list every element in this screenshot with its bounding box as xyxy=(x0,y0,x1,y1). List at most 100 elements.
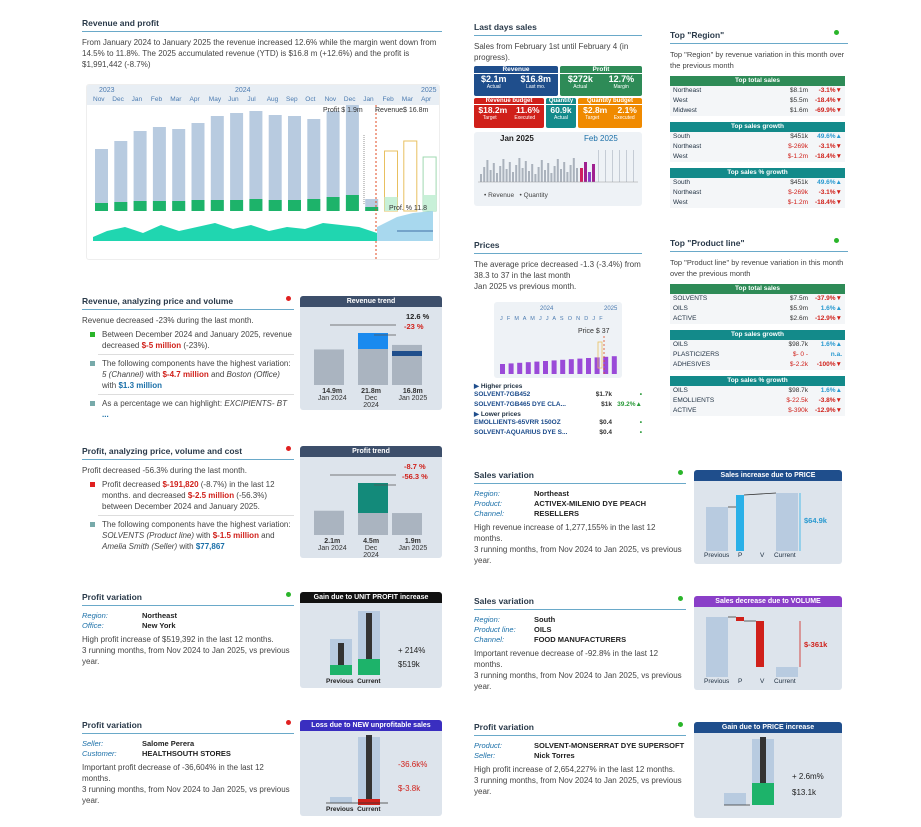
daily-bar xyxy=(515,165,518,182)
profit-trend-chart[interactable]: Profit trend -8.7 % -56.3 % 2.1m Jan 2024… xyxy=(300,446,442,558)
table-row[interactable]: South $451k 49.6%▲ xyxy=(670,178,845,188)
trend-bar xyxy=(314,349,344,385)
card-title: Prices xyxy=(474,240,642,254)
kpi-caption: Target xyxy=(482,115,497,121)
unit-profit-chart[interactable]: Gain due to UNIT PROFIT increase + 214% … xyxy=(300,592,442,688)
product-price: $0.4 xyxy=(599,419,612,426)
field-key: Seller: xyxy=(474,751,496,760)
table-row[interactable]: OILS $5.9m 1.6%▲ xyxy=(670,304,845,314)
daily-bar xyxy=(560,169,562,182)
profit-label: Profit $ 1.9m xyxy=(323,107,363,114)
row-name: OILS xyxy=(673,341,688,348)
trend-bar xyxy=(314,510,344,535)
field-key: Region: xyxy=(82,611,108,620)
product-pct: • xyxy=(639,419,642,426)
table-row[interactable]: PLASTICIZERS $- 0 - n.a. xyxy=(670,350,845,360)
table-row[interactable]: West $5.5m -18.4%▼ xyxy=(670,96,845,106)
table-row[interactable]: OILS $98.7k 1.6%▲ xyxy=(670,340,845,350)
card-title: Profit, analyzing price, volume and cost xyxy=(82,446,294,460)
table-row[interactable]: OILS $98.7k 1.6%▲ xyxy=(670,386,845,396)
product-name: SOLVENT-AQUARIUS DYE S... xyxy=(474,429,568,436)
table-row[interactable]: Northeast $8.1m -3.1%▼ xyxy=(670,86,845,96)
table-row[interactable]: ADHESIVES $-2.2k -100%▼ xyxy=(670,360,845,370)
table-row[interactable]: SOLVENTS $7.5m -37.9%▼ xyxy=(670,294,845,304)
kpi-value: $2.1m xyxy=(480,74,507,84)
sales-increase-price-chart[interactable]: Sales increase due to PRICE $64.9k Previ… xyxy=(694,470,842,564)
price-bar xyxy=(611,356,617,374)
kpi-revenue-budget[interactable]: Revenue budget $18.2m 11.6% Target Execute… xyxy=(474,98,544,128)
kpi-quantity-budget[interactable]: Quantity budget $2.8m 2.1% Target Executed xyxy=(578,98,642,128)
ranking-table: Top sales growth South $451k 49.6%▲ Northeas… xyxy=(670,122,845,162)
month-label: May xyxy=(208,96,222,103)
field-key: Channel: xyxy=(474,509,505,518)
table-row[interactable]: Northeast $-269k -3.1%▼ xyxy=(670,142,845,152)
variation-value: $13.1k xyxy=(792,788,817,797)
card-text: High revenue increase of 1,277,155% in t… xyxy=(474,523,656,543)
bar-label: Dec 2024 xyxy=(363,545,379,558)
price-row[interactable]: SOLVENT-7GB452 $1.7k • xyxy=(474,390,642,400)
table-row[interactable]: South $451k 49.6%▲ xyxy=(670,132,845,142)
new-unprofitable-chart[interactable]: Loss due to NEW unprofitable sales -36.6… xyxy=(300,720,442,816)
row-amount: $451k xyxy=(790,179,808,186)
row-name: West xyxy=(673,153,688,160)
row-pct: -18.4%▼ xyxy=(814,97,842,104)
panel-header: Sales decrease due to VOLUME xyxy=(694,596,842,607)
revenue-profit-chart[interactable]: 2023 2024 2025 Nov Dec Jan Feb Mar Apr May Jun J… xyxy=(86,84,440,260)
revenue-profit-card: Revenue and profit From January 2024 to … xyxy=(82,18,442,262)
status-dot xyxy=(834,238,839,243)
table-row[interactable]: EMOLLIENTS $-22.5k -3.8%▼ xyxy=(670,396,845,406)
price-increase-chart[interactable]: Gain due to PRICE increase + 2.6m% $13.1… xyxy=(694,722,842,818)
pct-value: + 2.6m% xyxy=(792,772,824,781)
row-pct: -18.4%▼ xyxy=(814,199,842,206)
product-name: EMOLLIENTS-65VRR 150OZ xyxy=(474,419,561,426)
kpi-revenue[interactable]: Revenue $2.1m $16.8m Actual Last mo. xyxy=(474,66,558,96)
status-dot xyxy=(286,592,291,597)
revenue-trend-chart[interactable]: Revenue trend -23 % 12.6 % 14.9m Jan 2024… xyxy=(300,296,442,410)
table-row[interactable]: Northeast $-269k -3.1%▼ xyxy=(670,188,845,198)
table-row[interactable]: ACTIVE $-390k -12.9%▼ xyxy=(670,406,845,416)
price-row[interactable]: EMOLLIENTS-65VRR 150OZ $0.4 • xyxy=(474,418,642,428)
sales-variation-price-card: Sales variation Region: Northeast Product… xyxy=(474,470,686,565)
table-row[interactable]: ACTIVE $2.6m -12.9%▼ xyxy=(670,314,845,324)
margin-area xyxy=(93,223,377,241)
price-row[interactable]: SOLVENT-7GB465 DYE CLA... $1k 39.2%▲ xyxy=(474,400,642,410)
more-link[interactable]: ... xyxy=(102,410,109,419)
daily-sales-chart[interactable]: Jan 2025 Feb 2025 • Revenue • Quantity xyxy=(474,132,642,206)
card-title: Sales variation xyxy=(474,470,686,484)
card-title: Top "Region" xyxy=(670,30,848,44)
revenue-bar xyxy=(268,115,282,211)
daily-bar xyxy=(588,172,591,182)
bar-value: 4.5m xyxy=(363,538,380,545)
price-bar xyxy=(500,364,505,374)
kpi-quantity[interactable]: Quantity 60.9k Actual xyxy=(546,98,576,128)
bar-value: 21.8m xyxy=(361,388,381,395)
budget-bar xyxy=(403,140,418,212)
table-row[interactable]: West $-1.2m -18.4%▼ xyxy=(670,152,845,162)
kpi-header: Profit xyxy=(560,66,642,74)
field-key: Product: xyxy=(474,741,502,750)
loss-svg xyxy=(326,735,388,805)
price-row[interactable]: SOLVENT-AQUARIUS DYE S... $0.4 • xyxy=(474,428,642,438)
kpi-caption: Actual xyxy=(486,84,501,90)
table-row[interactable]: West $-1.2m -18.4%▼ xyxy=(670,198,845,208)
grid-bar xyxy=(619,150,620,182)
bar-label: Jan 2024 xyxy=(317,545,347,552)
card-title: Last days sales xyxy=(474,22,642,36)
daily-bar xyxy=(492,163,495,182)
table-row[interactable]: Midwest $1.6m -69.9%▼ xyxy=(670,106,845,116)
daily-bar xyxy=(580,168,583,182)
price-chart[interactable]: 2024 2025 J F M A M J J A S O N D J F Pr… xyxy=(494,302,622,378)
field-value: New York xyxy=(142,621,176,630)
daily-bar xyxy=(592,164,595,182)
sales-decrease-volume-chart[interactable]: Sales decrease due to VOLUME $-361k Prev… xyxy=(694,596,842,690)
ranking-table: Top sales % growth OILS $98.7k 1.6%▲ EMOLLIE… xyxy=(670,376,845,416)
revenue-bar xyxy=(210,116,224,211)
bar-label: Dec 2024 xyxy=(363,395,379,409)
daily-bar xyxy=(534,174,537,182)
kpi-profit[interactable]: Profit $272k 12.7% Actual Margin xyxy=(560,66,642,96)
kpi-value: $18.2m xyxy=(478,105,508,115)
pct-value: -36.6k% xyxy=(398,760,428,769)
revenue-label: Revenue$ 16.8m xyxy=(375,107,429,114)
profit-variation-loss-card: Profit variation Seller: Salome Perera Cu… xyxy=(82,720,294,810)
month-label: Dec xyxy=(343,96,356,103)
